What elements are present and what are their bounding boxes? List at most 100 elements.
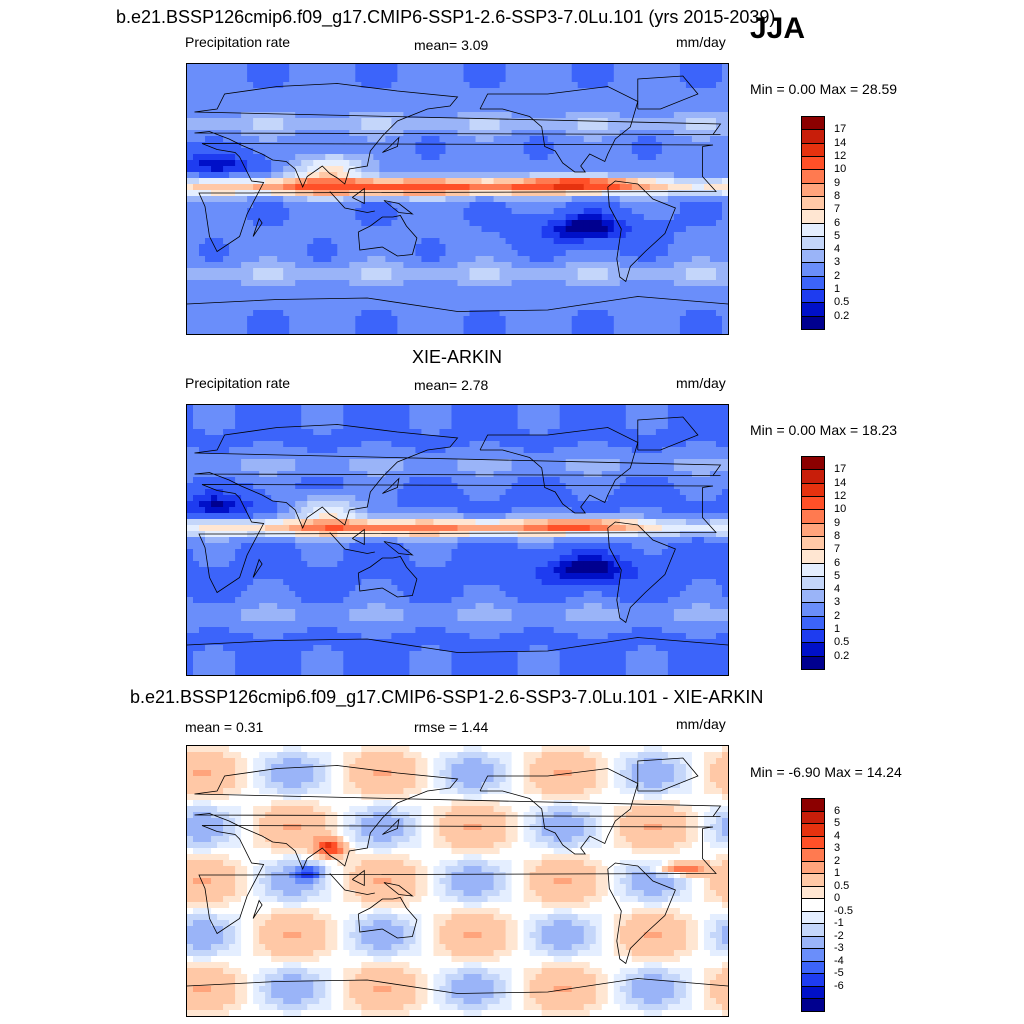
- coastline: [479, 427, 639, 514]
- colorbar-box: [801, 910, 825, 925]
- panel1-mean-label: mean= 3.09: [414, 37, 489, 53]
- panel2-map: [186, 404, 729, 676]
- coastline: [607, 862, 676, 965]
- colorbar-box: [801, 985, 825, 1000]
- colorbar-tick-label: 9: [834, 176, 841, 189]
- colorbar-box: [801, 948, 825, 962]
- colorbar-box: [801, 482, 825, 497]
- colorbar-tick-label: 14: [834, 136, 847, 149]
- panel3-colorbar: 6 5 4 3 2 1 0.5 0 -0.5 -1 -2 -3 -4 -5 -6: [801, 798, 861, 1012]
- coastline: [187, 296, 728, 312]
- colorbar-tick-label: 6: [834, 216, 841, 229]
- colorbar-tick-label: 5: [834, 569, 841, 582]
- colorbar-box: [801, 209, 825, 224]
- colorbar-tick-label: 17: [834, 463, 847, 476]
- coastline: [382, 477, 400, 494]
- panel1-map: [186, 63, 729, 335]
- panel1-variable-label: Precipitation rate: [185, 34, 291, 50]
- colorbar-box: [801, 898, 825, 912]
- coastline: [383, 882, 414, 897]
- coastline: [198, 484, 717, 594]
- colorbar-tick-label: 8: [834, 189, 841, 202]
- colorbar-box: [801, 848, 825, 862]
- colorbar-box: [801, 289, 825, 304]
- colorbar-box: [801, 562, 825, 577]
- panel2-variable-label: Precipitation rate: [185, 375, 291, 391]
- panel3-rmse-label: rmse = 1.44: [414, 719, 489, 735]
- colorbar-box: [801, 860, 825, 875]
- colorbar-tick-label: -0.5: [834, 904, 853, 917]
- panel2-title: XIE-ARKIN: [412, 347, 503, 367]
- coastline: [357, 215, 418, 257]
- panel2-colorbar: 17 14 12 10 9 8 7 6 5 4 3 2 1 0.5 0.2: [801, 456, 861, 670]
- colorbar-tick-label: 2: [834, 269, 841, 282]
- coastline: [607, 180, 676, 283]
- colorbar-tick-label: 4: [834, 829, 841, 842]
- colorbar-box: [801, 835, 825, 850]
- coastline: [194, 765, 722, 871]
- colorbar-box: [801, 495, 825, 511]
- coastline: [198, 143, 717, 253]
- map-field: [187, 405, 728, 675]
- coastline: [352, 528, 365, 546]
- colorbar-tick-label: 7: [834, 543, 841, 556]
- colorbar-box: [801, 575, 825, 591]
- colorbar-tick-label: 14: [834, 476, 847, 489]
- colorbar-tick-label: -5: [834, 967, 844, 980]
- colorbar-tick-label: 7: [834, 203, 841, 216]
- colorbar-box: [801, 823, 825, 837]
- colorbar-tick-label: -6: [834, 979, 844, 992]
- colorbar-tick-label: 8: [834, 529, 841, 542]
- colorbar-tick-label: 12: [834, 489, 847, 502]
- colorbar-tick-label: 0.2: [834, 309, 850, 322]
- colorbar-box: [801, 315, 825, 330]
- coastline: [352, 869, 365, 887]
- coastline: [329, 532, 375, 554]
- coastline: [352, 187, 365, 205]
- colorbar-box: [801, 169, 825, 184]
- panel3-units-label: mm/day: [676, 716, 726, 732]
- coastline: [329, 191, 375, 213]
- coastline: [187, 637, 728, 653]
- colorbar-tick-label: 12: [834, 149, 847, 162]
- colorbar-tick-label: 3: [834, 256, 841, 269]
- coastline: [637, 416, 699, 451]
- coastline: [252, 899, 263, 919]
- panel2-units-label: mm/day: [676, 375, 726, 391]
- colorbar-box: [801, 810, 825, 825]
- coastline: [479, 86, 639, 173]
- season-label: JJA: [750, 12, 806, 45]
- colorbar-box: [801, 629, 825, 644]
- panel3-mean-label: mean = 0.31: [185, 719, 264, 735]
- colorbar-tick-label: 3: [834, 596, 841, 609]
- colorbar-box: [801, 615, 825, 631]
- coastline: [607, 521, 676, 624]
- panel2-mean-label: mean= 2.78: [414, 377, 489, 393]
- map-field: [187, 746, 728, 1016]
- panel1-minmax-label: Min = 0.00 Max = 28.59: [750, 81, 898, 97]
- colorbar-box: [801, 602, 825, 617]
- colorbar-box: [801, 262, 825, 277]
- colorbar-tick-label: 1: [834, 623, 841, 636]
- colorbar-tick-label: 0.5: [834, 296, 850, 309]
- colorbar-box: [801, 655, 825, 670]
- colorbar-box: [801, 222, 825, 237]
- colorbar-tick-label: -4: [834, 954, 844, 967]
- coastline: [357, 897, 418, 939]
- colorbar-tick-label: 6: [834, 804, 841, 817]
- colorbar-tick-label: 0.5: [834, 879, 850, 892]
- colorbar-box: [801, 302, 825, 317]
- colorbar-box: [801, 522, 825, 537]
- coastline: [194, 83, 722, 189]
- map-field: [187, 64, 728, 334]
- coastline: [637, 75, 699, 110]
- colorbar-box: [801, 642, 825, 657]
- coastline: [187, 978, 728, 994]
- panel3-minmax-label: Min = -6.90 Max = 14.24: [750, 764, 902, 780]
- colorbar-tick-label: 2: [834, 854, 841, 867]
- colorbar-tick-label: 4: [834, 583, 841, 596]
- coastline: [194, 424, 722, 530]
- coastline: [382, 136, 400, 153]
- colorbar-tick-label: -2: [834, 929, 844, 942]
- colorbar-box: [801, 885, 825, 900]
